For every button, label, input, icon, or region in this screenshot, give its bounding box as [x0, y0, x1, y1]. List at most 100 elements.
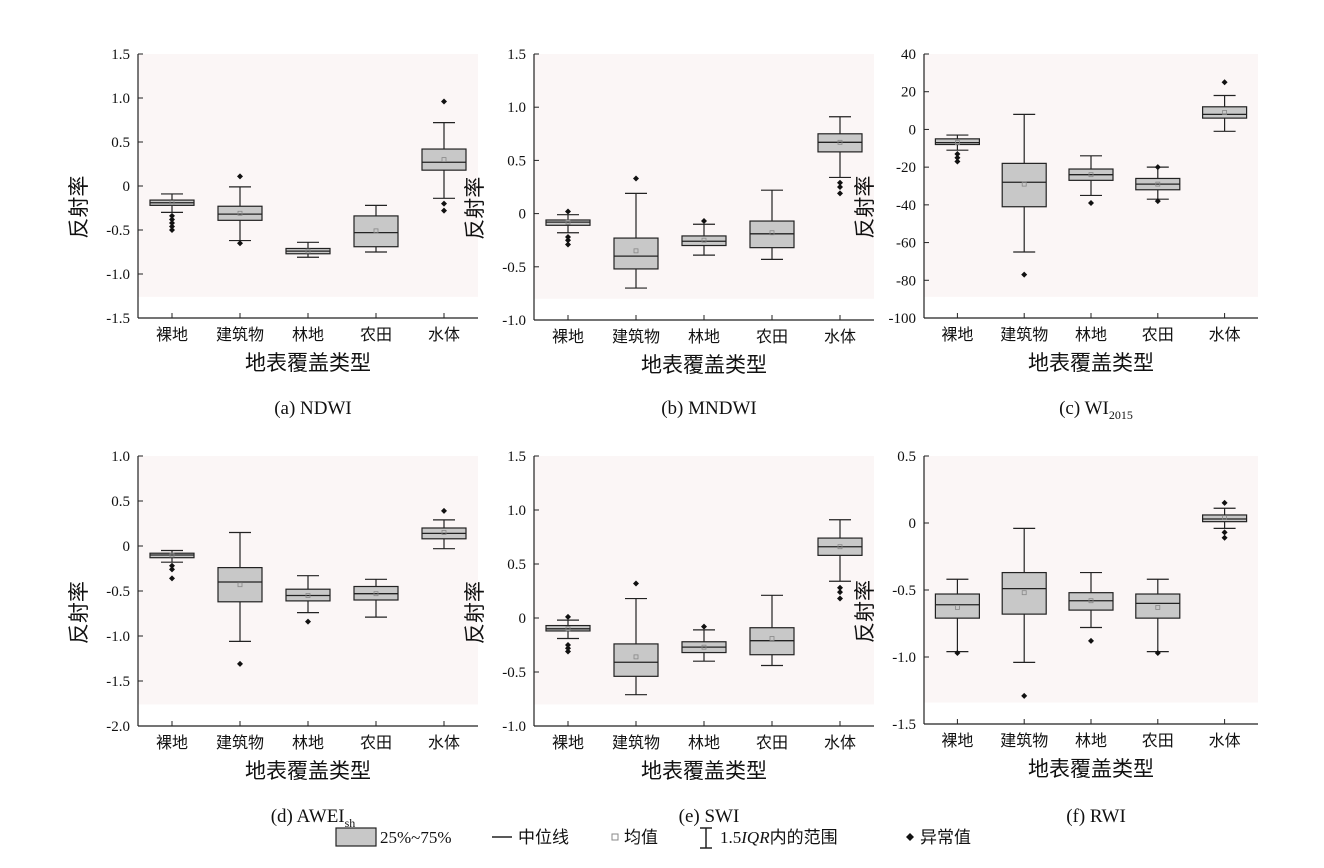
- y-tick-label: -100: [889, 311, 917, 327]
- mean-marker: [237, 582, 243, 588]
- y-tick-label: 0: [909, 516, 917, 532]
- legend-whisker-label: 1.5IQR内的范围: [720, 828, 838, 848]
- outlier-point: [1021, 271, 1028, 278]
- y-tick-label: 0: [909, 122, 917, 138]
- legend-box-swatch: [335, 827, 377, 847]
- y-tick-label: -60: [896, 236, 916, 252]
- outlier-point: [1021, 692, 1028, 699]
- legend-mean-label: 均值: [624, 828, 658, 848]
- y-tick-label: -2.0: [106, 719, 130, 735]
- y-tick-label: 0.5: [897, 449, 916, 465]
- y-tick-label: -80: [896, 273, 916, 289]
- y-tick-label: 1.0: [111, 91, 130, 107]
- x-axis-label: 地表覆盖类型: [245, 351, 371, 375]
- outlier-point: [169, 562, 175, 569]
- outlier-point: [954, 649, 961, 656]
- x-tick-label: 建筑物: [1000, 325, 1048, 344]
- x-axis-label: 地表覆盖类型: [1028, 351, 1154, 375]
- plot-area: [534, 456, 874, 705]
- outlier-point: [1221, 534, 1228, 541]
- outlier-point: [565, 613, 571, 620]
- y-tick-label: 1.0: [507, 100, 526, 116]
- legend-outlier-swatch: [906, 833, 914, 841]
- outlier-point: [169, 223, 175, 230]
- y-tick-label: -0.5: [502, 260, 526, 276]
- iqr-box: [934, 138, 981, 146]
- outlier-point: [837, 589, 843, 596]
- y-tick-label: -0.5: [892, 583, 916, 599]
- y-tick-label: 0.5: [111, 135, 130, 151]
- box-裸地: [149, 549, 195, 582]
- y-tick-label: 0.5: [507, 153, 526, 169]
- outlier-point: [837, 584, 843, 591]
- y-tick-label: 1.0: [507, 503, 526, 519]
- outlier-point: [837, 184, 843, 190]
- y-tick-label: -1.0: [106, 267, 130, 283]
- y-tick-label: 1.5: [507, 449, 526, 465]
- y-tick-label: 20: [901, 85, 916, 101]
- legend-box-label: 25%~75%: [380, 828, 452, 847]
- box-水体: [817, 519, 863, 602]
- mean-marker: [1021, 181, 1027, 187]
- outlier-point: [169, 212, 175, 219]
- y-tick-label: 40: [901, 47, 916, 63]
- mean-marker: [565, 626, 571, 632]
- outlier-point: [169, 219, 175, 226]
- x-tick-label: 林地: [292, 733, 324, 752]
- box-农田: [353, 204, 399, 253]
- outlier-point: [565, 648, 571, 655]
- outlier-point: [1221, 529, 1228, 536]
- outlier-point: [837, 595, 843, 602]
- x-tick-label: 建筑物: [216, 733, 264, 752]
- y-tick-label: -1.0: [502, 313, 526, 329]
- y-axis-label: 反射率: [67, 176, 91, 239]
- box-水体: [817, 116, 863, 197]
- outlier-point: [954, 154, 961, 161]
- legend: 25%~75% 中位线 均值 1.5IQR内的范围 异常值: [0, 822, 1324, 854]
- box-林地: [1068, 155, 1114, 206]
- x-tick-label: 林地: [688, 733, 720, 752]
- mean-marker: [441, 157, 447, 163]
- mean-marker: [701, 644, 707, 650]
- x-tick-label: 裸地: [156, 325, 188, 344]
- x-tick-label: 林地: [1075, 325, 1107, 344]
- y-tick-label: -0.5: [106, 223, 130, 239]
- box-农田: [1135, 578, 1181, 656]
- iqr-box: [1135, 593, 1181, 619]
- mean-marker: [633, 248, 639, 254]
- y-tick-label: 0: [519, 611, 527, 627]
- outlier-point: [954, 150, 961, 157]
- outlier-point: [565, 237, 571, 244]
- y-tick-label: 0.5: [111, 494, 130, 510]
- outlier-point: [1088, 637, 1094, 644]
- iqr-box: [1001, 162, 1047, 208]
- iqr-box: [934, 593, 981, 619]
- y-tick-label: -1.5: [106, 674, 130, 690]
- box-农田: [353, 578, 399, 618]
- y-axis-label: 反射率: [853, 580, 877, 643]
- x-tick-label: 林地: [688, 327, 720, 346]
- mean-marker: [373, 591, 379, 597]
- box-林地: [285, 575, 331, 625]
- outlier-point: [441, 98, 447, 105]
- y-tick-label: -1.0: [892, 650, 916, 666]
- panel-caption: (f) RWI: [1066, 806, 1126, 827]
- x-tick-label: 裸地: [941, 731, 973, 750]
- mean-marker: [441, 530, 447, 535]
- x-tick-label: 水体: [428, 733, 460, 752]
- outlier-point: [633, 175, 639, 182]
- y-tick-label: -40: [896, 198, 916, 214]
- y-tick-label: 1.5: [111, 47, 130, 63]
- iqr-box: [353, 215, 399, 248]
- iqr-box: [217, 205, 263, 221]
- x-tick-label: 裸地: [552, 327, 584, 346]
- outlier-point: [169, 575, 175, 582]
- x-tick-label: 农田: [756, 327, 788, 346]
- outlier-point: [305, 618, 311, 625]
- iqr-box: [1201, 106, 1248, 119]
- iqr-box: [421, 148, 467, 171]
